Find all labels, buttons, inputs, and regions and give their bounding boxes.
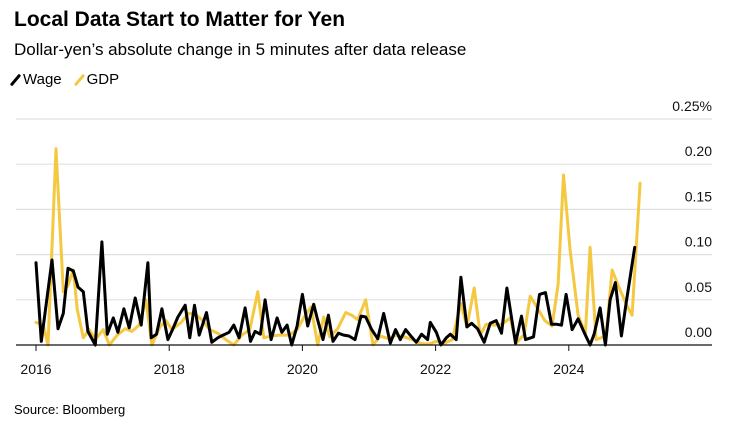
x-tick-label: 2020 [287,361,318,377]
legend-item-gdp: GDP [73,71,120,88]
legend: Wage GDP [9,71,129,88]
y-tick-label: 0.25% [672,98,712,114]
legend-label-gdp: GDP [86,71,120,88]
series-line-wage [34,240,637,347]
y-tick-label: 0.05 [685,279,712,295]
source-note: Source: Bloomberg [14,402,126,417]
chart-subtitle: Dollar-yen’s absolute change in 5 minute… [14,40,467,59]
y-tick-label: 0.20 [685,143,712,159]
y-tick-label: 0.00 [685,324,712,340]
x-tick-label: 2024 [553,361,584,377]
series-line-gdp [34,147,642,347]
y-tick-label: 0.10 [685,234,712,250]
chart-title: Local Data Start to Matter for Yen [14,8,346,31]
y-tick-label: 0.15 [685,188,712,204]
x-tick-label: 2022 [420,361,451,377]
x-tick-label: 2018 [154,361,185,377]
x-tick-label: 2016 [20,361,51,377]
legend-item-wage: Wage [9,71,62,88]
legend-label-wage: Wage [23,71,62,88]
